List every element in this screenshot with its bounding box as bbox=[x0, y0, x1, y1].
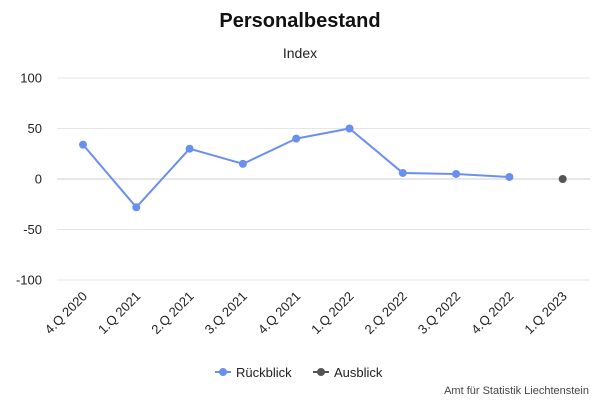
x-tick-label: 2.Q 2022 bbox=[361, 289, 409, 337]
x-tick-label: 2.Q 2021 bbox=[148, 289, 196, 337]
data-point[interactable] bbox=[292, 134, 301, 143]
x-tick-label: 3.Q 2021 bbox=[202, 289, 250, 337]
x-tick-label: 1.Q 2023 bbox=[521, 289, 569, 337]
legend-item[interactable]: Ausblick bbox=[313, 365, 383, 380]
y-tick-label: -50 bbox=[23, 222, 42, 237]
legend-label: Ausblick bbox=[334, 365, 383, 380]
data-point[interactable] bbox=[238, 159, 247, 168]
grid-lines bbox=[57, 77, 590, 281]
chart-credit[interactable]: Amt für Statistik Liechtenstein bbox=[444, 385, 589, 397]
y-tick-label: -100 bbox=[16, 273, 42, 288]
data-point[interactable] bbox=[505, 172, 514, 181]
data-point[interactable] bbox=[558, 175, 567, 183]
data-point[interactable] bbox=[185, 144, 194, 153]
x-tick-label: 3.Q 2022 bbox=[415, 289, 463, 337]
legend-label: Rückblick bbox=[236, 365, 292, 380]
data-point[interactable] bbox=[345, 124, 354, 133]
y-tick-label: 50 bbox=[28, 121, 42, 136]
legend[interactable]: Rückblick Ausblick bbox=[215, 365, 383, 380]
x-tick-label: 4.Q 2020 bbox=[42, 289, 90, 337]
legend-item[interactable]: Rückblick bbox=[215, 365, 292, 380]
x-tick-label: 4.Q 2021 bbox=[255, 289, 303, 337]
x-tick-label: 4.Q 2022 bbox=[468, 289, 516, 337]
chart-subtitle: Index bbox=[283, 45, 317, 61]
x-tick-label: 1.Q 2022 bbox=[308, 289, 356, 337]
legend-marker bbox=[219, 368, 227, 376]
data-point[interactable] bbox=[79, 140, 87, 149]
data-point[interactable] bbox=[398, 168, 407, 177]
data-point[interactable] bbox=[132, 203, 141, 212]
chart-title: Personalbestand bbox=[219, 10, 380, 32]
y-axis-ticks: 100 50 0 -50 -100 bbox=[16, 71, 42, 288]
series-layer bbox=[79, 124, 567, 212]
x-tick-label: 1.Q 2021 bbox=[95, 289, 143, 337]
legend-marker bbox=[317, 368, 325, 376]
y-tick-label: 100 bbox=[20, 71, 42, 86]
data-point[interactable] bbox=[452, 169, 461, 178]
x-axis-ticks: 4.Q 2020 1.Q 2021 2.Q 2021 3.Q 2021 4.Q 2021… bbox=[42, 289, 570, 337]
y-tick-label: 0 bbox=[35, 172, 42, 187]
